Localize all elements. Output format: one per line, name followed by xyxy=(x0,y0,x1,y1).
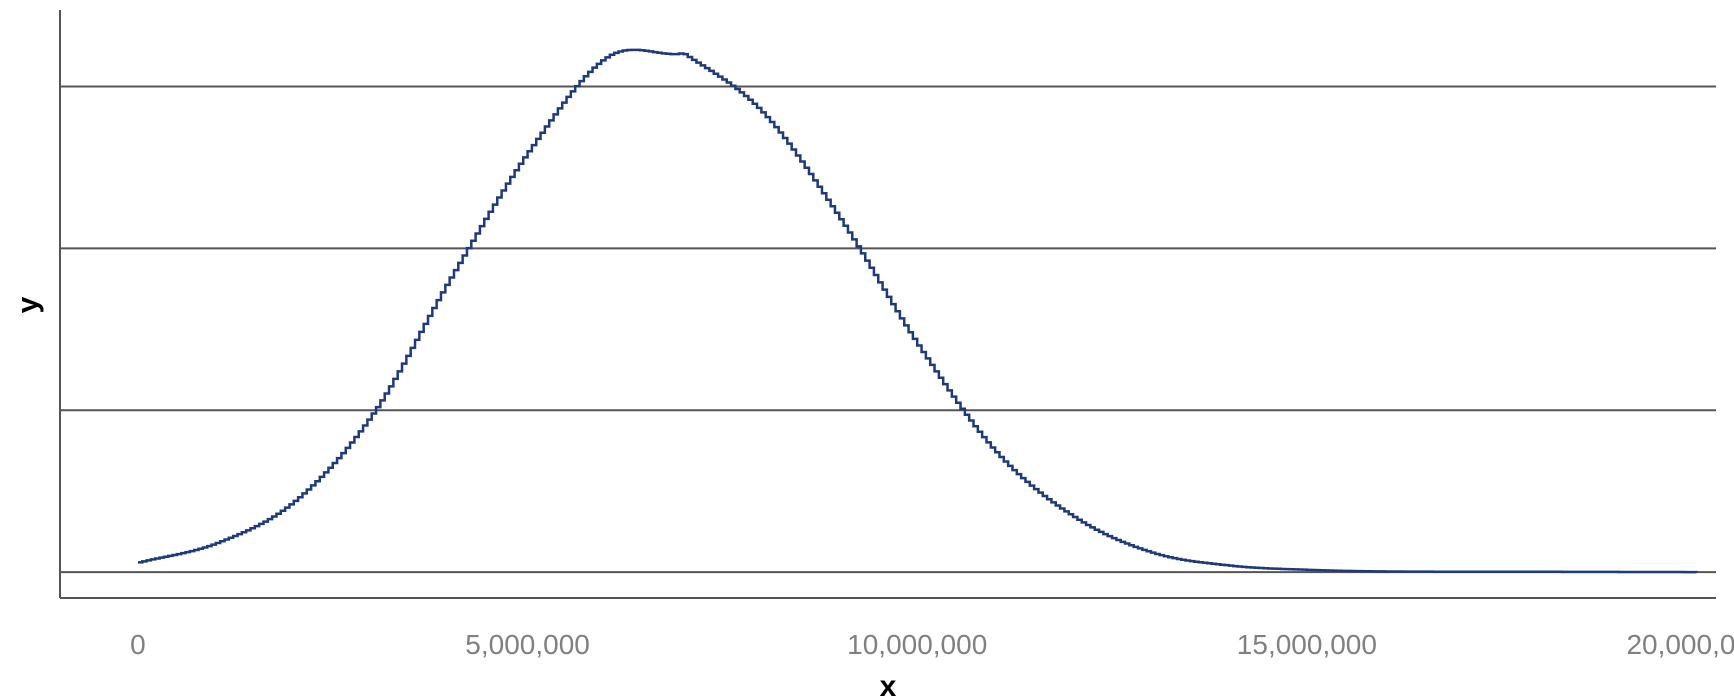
y-axis-title: y xyxy=(12,296,45,313)
x-tick-label: 5,000,000 xyxy=(465,629,590,660)
x-axis-title: x xyxy=(880,670,897,700)
gridlines xyxy=(60,85,1716,574)
x-tick-label: 15,000,000 xyxy=(1237,629,1377,660)
series-group xyxy=(137,48,1698,574)
x-tick-labels: 0 5,000,000 10,000,000 15,000,000 20,000,000 xyxy=(130,629,1734,660)
x-tick-label: 20,000,000 xyxy=(1626,629,1734,660)
x-tick-label: 10,000,000 xyxy=(847,629,987,660)
x-tick-label: 0 xyxy=(130,629,146,660)
series-line-0 xyxy=(137,48,1698,574)
